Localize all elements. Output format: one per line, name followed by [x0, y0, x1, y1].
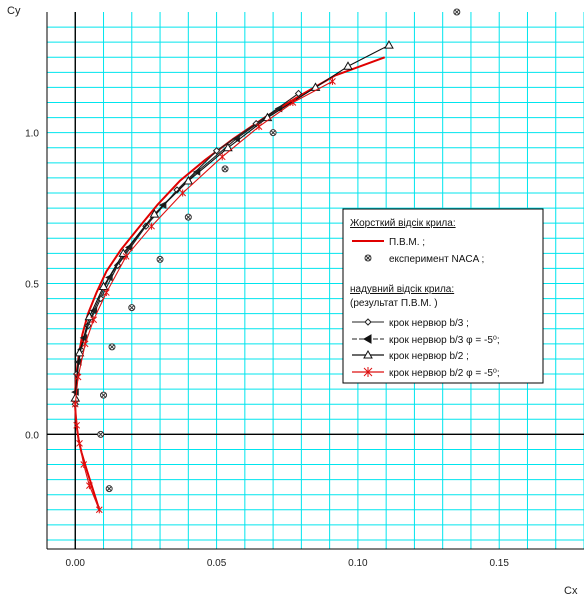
data-point-cross: [185, 214, 191, 220]
data-point-triangle: [74, 347, 85, 357]
tick-labels: 0.00 0.05 0.10 0.15 0.0 0.5 1.0: [25, 129, 509, 569]
data-point: [212, 147, 221, 155]
data-point: [148, 222, 155, 230]
legend-marker-b3: [364, 318, 372, 326]
data-point: [97, 430, 105, 438]
legend-label-naca: експеримент NACA ;: [389, 254, 484, 265]
data-point: [156, 255, 164, 263]
data-point: [128, 304, 136, 312]
data-point: [73, 421, 81, 429]
x-tick-label: 0.10: [348, 558, 368, 569]
legend-label-pvm: П.В.М. ;: [389, 237, 425, 248]
data-point-cross: [222, 166, 228, 172]
data-point: [86, 482, 93, 490]
data-point-triangle: [149, 209, 160, 218]
series-5: [71, 77, 336, 514]
x-axis-label: Cx: [564, 585, 578, 597]
data-point-triangle: [89, 306, 98, 315]
legend-label-b2: крок нервюр b/2 ;: [389, 351, 469, 362]
data-point: [74, 347, 85, 357]
data-point: [294, 89, 303, 98]
data-point: [108, 343, 116, 351]
legend-group2-subtitle: (результат П.В.М. ): [350, 298, 438, 309]
legend-marker-b2: [363, 349, 373, 359]
data-point-triangle: [183, 175, 194, 185]
data-point: [218, 153, 226, 161]
data-point: [289, 99, 297, 107]
y-axis-label: Cy: [7, 5, 21, 17]
data-point: [269, 129, 277, 137]
legend-marker-b2-phi: [363, 367, 373, 377]
data-point: [255, 123, 263, 131]
data-point: [71, 400, 79, 408]
data-point-diamond: [294, 89, 303, 98]
data-point: [329, 77, 336, 85]
data-point: [95, 506, 103, 514]
data-point: [179, 189, 187, 197]
data-point-cross: [157, 256, 163, 262]
data-point: [89, 306, 98, 315]
series-line: [74, 108, 280, 393]
data-point-triangle: [223, 142, 233, 152]
data-point-triangle: [118, 248, 129, 257]
data-point: [453, 8, 461, 16]
data-point: [100, 391, 108, 399]
data-point: [118, 248, 129, 257]
x-tick-label: 0.05: [207, 558, 227, 569]
data-point-cross: [270, 130, 276, 136]
series-line: [74, 44, 390, 399]
data-point: [105, 485, 113, 493]
data-point-triangle: [384, 40, 394, 49]
data-point: [81, 340, 89, 348]
legend-label-b3-phi: крок нервюр b/3 φ = -5⁰;: [389, 335, 500, 346]
legend-marker-naca: [364, 254, 372, 262]
data-point-cross: [100, 392, 107, 398]
data-point: [384, 40, 394, 49]
data-point: [90, 316, 97, 324]
x-tick-label: 0.00: [66, 558, 86, 569]
legend-group1-title: Жорсткий відсік крила:: [350, 218, 456, 229]
data-point: [76, 439, 83, 447]
y-tick-label: 0.0: [25, 430, 39, 441]
data-point-cross: [109, 344, 115, 350]
data-point: [149, 209, 160, 218]
y-tick-label: 1.0: [25, 129, 39, 140]
axes: [46, 12, 584, 550]
data-point: [80, 461, 88, 469]
legend: Жорсткий відсік крила: П.В.М. ; експерим…: [342, 208, 544, 384]
data-point: [221, 165, 229, 173]
data-point-cross: [454, 9, 460, 15]
data-point: [343, 61, 353, 70]
legend-label-b3: крок нервюр b/3 ;: [389, 318, 469, 329]
legend-marker-b3-phi: [362, 334, 372, 344]
series-1: [97, 8, 461, 493]
legend-group2-title: надувний відсік крила:: [350, 284, 454, 295]
data-point-triangle: [343, 61, 353, 70]
legend-label-b2-phi: крок нервюр b/2 φ = -5⁰;: [389, 368, 500, 379]
data-series: [70, 8, 461, 514]
data-point: [122, 252, 130, 260]
data-point: [74, 373, 82, 381]
data-point: [223, 142, 233, 152]
data-point: [102, 289, 110, 297]
y-tick-label: 0.5: [25, 280, 39, 291]
data-point-diamond: [212, 147, 221, 155]
data-point-cross: [129, 305, 135, 311]
data-point: [183, 175, 194, 185]
data-point-cross: [106, 486, 112, 492]
legend-box: [342, 208, 544, 384]
x-tick-label: 0.15: [489, 558, 509, 569]
data-point: [184, 213, 192, 221]
data-point-cross: [98, 431, 104, 437]
